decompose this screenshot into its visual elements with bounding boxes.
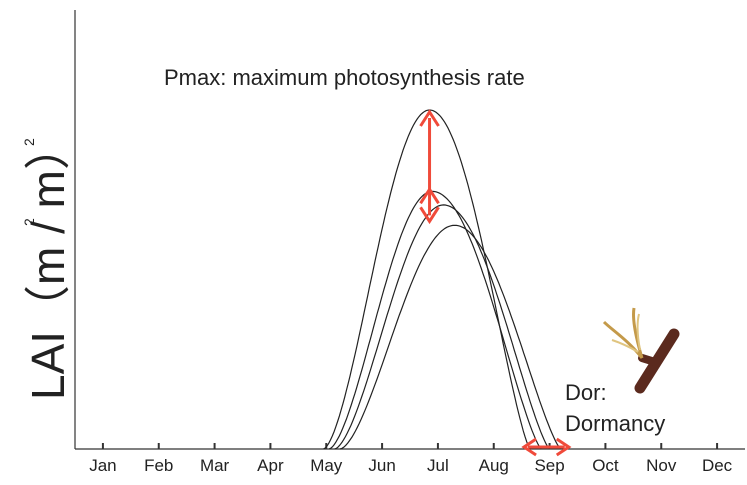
- pmax-annotation: Pmax: maximum photosynthesis rate: [164, 65, 525, 90]
- x-tick-label-sep: Sep: [534, 456, 564, 475]
- x-tick-label-mar: Mar: [200, 456, 230, 475]
- y-label-close: ）: [22, 124, 74, 170]
- x-tick-label-may: May: [310, 456, 343, 475]
- y-label-sep: / m: [22, 170, 74, 247]
- x-tick-label-jun: Jun: [368, 456, 395, 475]
- x-tick-label-oct: Oct: [592, 456, 619, 475]
- pmax-arrow: [419, 109, 440, 225]
- x-tick-label-apr: Apr: [257, 456, 284, 475]
- y-label-superscript-1: 2: [21, 218, 37, 226]
- x-tick-label-jan: Jan: [89, 456, 116, 475]
- svg-text:LAI（m / m）: LAI（m / m）: [22, 124, 74, 400]
- x-tick-label-feb: Feb: [144, 456, 173, 475]
- lai-curve-2: [328, 190, 542, 450]
- lai-curves: [323, 109, 562, 450]
- dormant-branch-icon: [602, 307, 680, 394]
- dor-annotation-line2: Dormancy: [565, 411, 665, 436]
- arrows: [419, 109, 572, 457]
- x-tick-label-jul: Jul: [427, 456, 449, 475]
- x-tick-label-dec: Dec: [702, 456, 733, 475]
- y-label-main: LAI（m: [22, 247, 74, 400]
- lai-curve-3: [334, 204, 551, 450]
- x-tick-label-aug: Aug: [479, 456, 509, 475]
- y-axis-label: LAI（m / m）: [22, 124, 74, 400]
- dor-arrow: [521, 437, 572, 457]
- x-axis-ticks: Jan Feb Mar Apr May Jun Jul Aug Sep Oct Nov Dec: [89, 443, 733, 475]
- x-tick-label-nov: Nov: [646, 456, 677, 475]
- y-label-superscript-2: 2: [21, 138, 37, 146]
- lai-curve-1: [323, 109, 531, 450]
- lai-curve-4: [339, 224, 562, 450]
- dor-annotation-line1: Dor:: [565, 380, 607, 405]
